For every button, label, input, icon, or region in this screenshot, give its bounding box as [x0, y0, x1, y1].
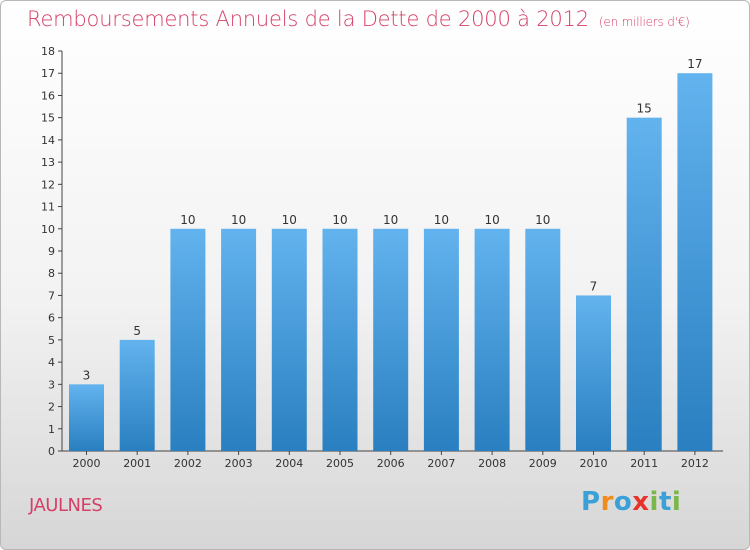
- bar-value-label: 7: [590, 279, 598, 293]
- bar-value-label: 10: [332, 213, 347, 227]
- y-tick-label: 8: [48, 267, 55, 280]
- chart-title: Remboursements Annuels de la Dette de 20…: [27, 7, 690, 31]
- y-tick-label: 11: [41, 201, 55, 214]
- bar-2011: [626, 117, 662, 452]
- y-tick-label: 5: [48, 334, 55, 347]
- bar-2010: [576, 295, 611, 451]
- bar-value-label: 10: [231, 213, 246, 227]
- x-tick-label: 2007: [427, 457, 455, 470]
- logo-letter: i: [649, 487, 659, 517]
- bar-value-label: 3: [83, 368, 91, 382]
- proxiti-logo: Proxiti: [581, 487, 681, 517]
- y-tick-label: 6: [48, 312, 55, 325]
- y-tick-label: 3: [48, 378, 55, 391]
- bar-2008: [474, 228, 510, 451]
- bar-value-label: 10: [180, 213, 195, 227]
- bar-value-label: 10: [484, 213, 499, 227]
- logo-letter: P: [581, 487, 601, 517]
- x-tick-label: 2000: [73, 457, 101, 470]
- bar-2012: [677, 73, 713, 451]
- bar-2003: [221, 228, 257, 451]
- logo-letter: o: [613, 487, 633, 517]
- bar-value-label: 15: [637, 102, 652, 116]
- bar-2007: [423, 228, 459, 451]
- x-tick-label: 2006: [377, 457, 405, 470]
- x-tick-label: 2002: [174, 457, 202, 470]
- y-tick-label: 15: [41, 112, 55, 125]
- bar-2004: [271, 228, 307, 451]
- y-tick-label: 4: [48, 356, 55, 369]
- y-tick-label: 9: [48, 245, 55, 258]
- bar-2006: [373, 228, 409, 451]
- bar-2001: [119, 339, 155, 451]
- x-tick-label: 2008: [478, 457, 506, 470]
- y-tick-label: 16: [41, 89, 55, 102]
- y-tick-label: 18: [41, 45, 55, 58]
- x-axis: 2000 2001 2002 2003 2004 2005 2006 2007 2008 2009…: [73, 451, 709, 470]
- bar-value-label: 10: [282, 213, 297, 227]
- logo-letter: x: [632, 487, 650, 517]
- logo-letter: r: [600, 487, 614, 517]
- y-tick-label: 7: [48, 289, 55, 302]
- bar-2009: [525, 228, 561, 451]
- y-tick-label: 2: [48, 401, 55, 414]
- logo-letter: i: [671, 487, 682, 517]
- bar-2005: [322, 228, 358, 451]
- x-tick-label: 2009: [529, 457, 557, 470]
- y-tick-label: 10: [41, 223, 55, 236]
- unit-label: (en milliers d'€): [598, 15, 690, 29]
- logo-letter: t: [658, 487, 672, 517]
- bar-value-label: 17: [687, 57, 702, 71]
- x-tick-label: 2003: [225, 457, 253, 470]
- bar-2000: [69, 384, 104, 451]
- y-tick-label: 13: [41, 156, 55, 169]
- title-text: Remboursements Annuels de la Dette de 20…: [27, 7, 589, 31]
- y-tick-label: 0: [48, 445, 55, 458]
- bar-value-label: 10: [535, 213, 550, 227]
- place-name: JAULNES: [29, 495, 103, 516]
- bar-2002: [170, 228, 206, 451]
- bar-value-label: 10: [434, 213, 449, 227]
- y-tick-label: 1: [48, 423, 55, 436]
- x-tick-label: 2004: [275, 457, 303, 470]
- bars: 3 5 10 10 10 10 10 10 10 10 7 15 17: [69, 57, 713, 452]
- bar-value-label: 10: [383, 213, 398, 227]
- x-tick-label: 2012: [681, 457, 709, 470]
- x-tick-label: 2010: [580, 457, 608, 470]
- y-tick-label: 14: [41, 134, 55, 147]
- x-tick-label: 2011: [630, 457, 658, 470]
- x-tick-label: 2001: [123, 457, 151, 470]
- y-tick-label: 17: [41, 67, 55, 80]
- bar-value-label: 5: [133, 324, 141, 338]
- x-tick-label: 2005: [326, 457, 354, 470]
- y-tick-label: 12: [41, 178, 55, 191]
